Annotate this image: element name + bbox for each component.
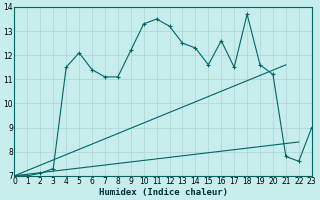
X-axis label: Humidex (Indice chaleur): Humidex (Indice chaleur) xyxy=(99,188,228,197)
